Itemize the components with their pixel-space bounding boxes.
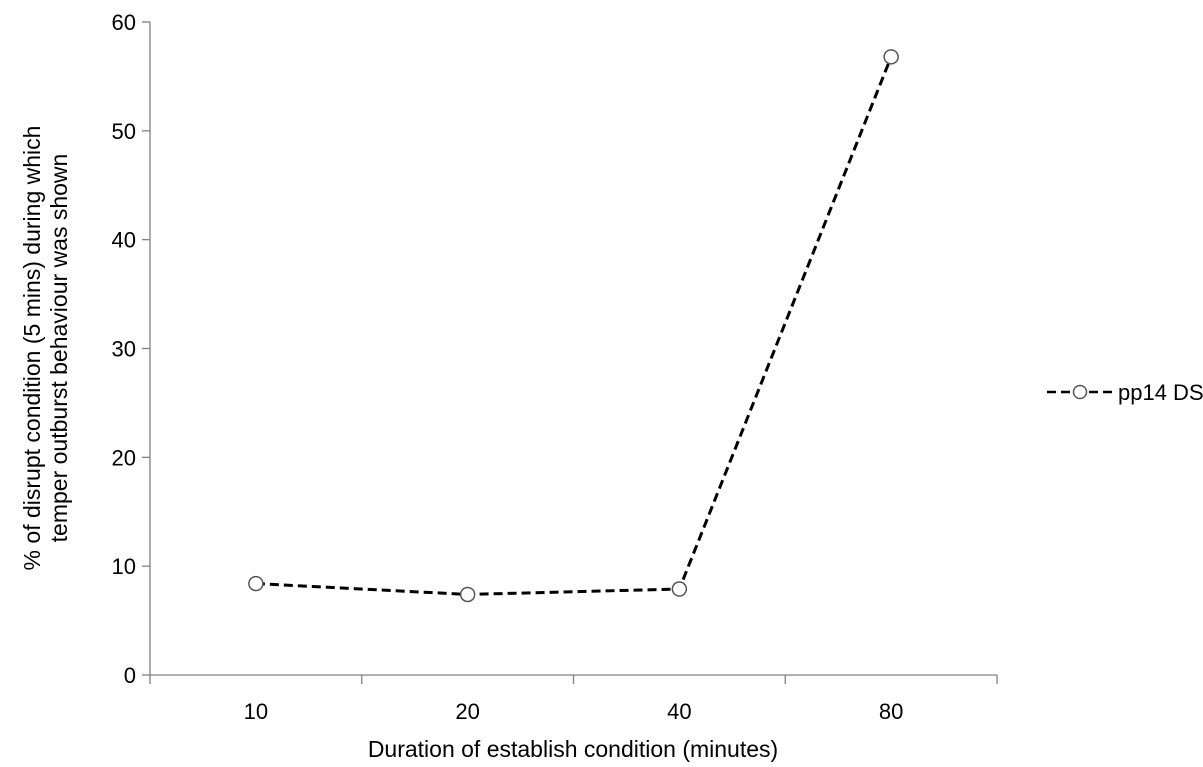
x-axis: 10 20 40 80: [149, 674, 998, 724]
y-tick-label: 30: [112, 337, 136, 362]
y-axis-title-line-1: % of disrupt condition (5 mins) during w…: [19, 126, 45, 571]
legend-marker: [1072, 384, 1088, 400]
legend-label-pp14-ds: pp14 DS: [1118, 380, 1203, 405]
series-line: [255, 56, 893, 596]
data-point: [248, 575, 264, 592]
y-tick-label: 0: [124, 663, 136, 688]
x-tick-label: 40: [667, 699, 691, 724]
data-point: [883, 49, 899, 65]
y-axis: 0 10 20 30 40 50 60: [112, 10, 151, 688]
y-tick-label: 40: [112, 228, 136, 253]
x-axis-title: Duration of establish condition (minutes…: [368, 736, 778, 762]
y-tick-label: 60: [112, 10, 136, 35]
x-tick-label: 20: [455, 699, 479, 724]
legend: pp14 DS: [1047, 380, 1203, 405]
x-tick-label: 10: [244, 699, 268, 724]
y-tick-label: 50: [112, 119, 136, 144]
y-tick-label: 20: [112, 445, 136, 470]
x-tick-label: 80: [879, 699, 903, 724]
data-point: [671, 581, 688, 597]
y-axis-title-line-2: temper outburst behaviour was shown: [46, 154, 72, 543]
y-axis-title: % of disrupt condition (5 mins) during w…: [19, 126, 72, 571]
data-point: [459, 586, 476, 603]
y-tick-label: 10: [112, 554, 136, 579]
series-pp14-ds: [248, 49, 899, 603]
